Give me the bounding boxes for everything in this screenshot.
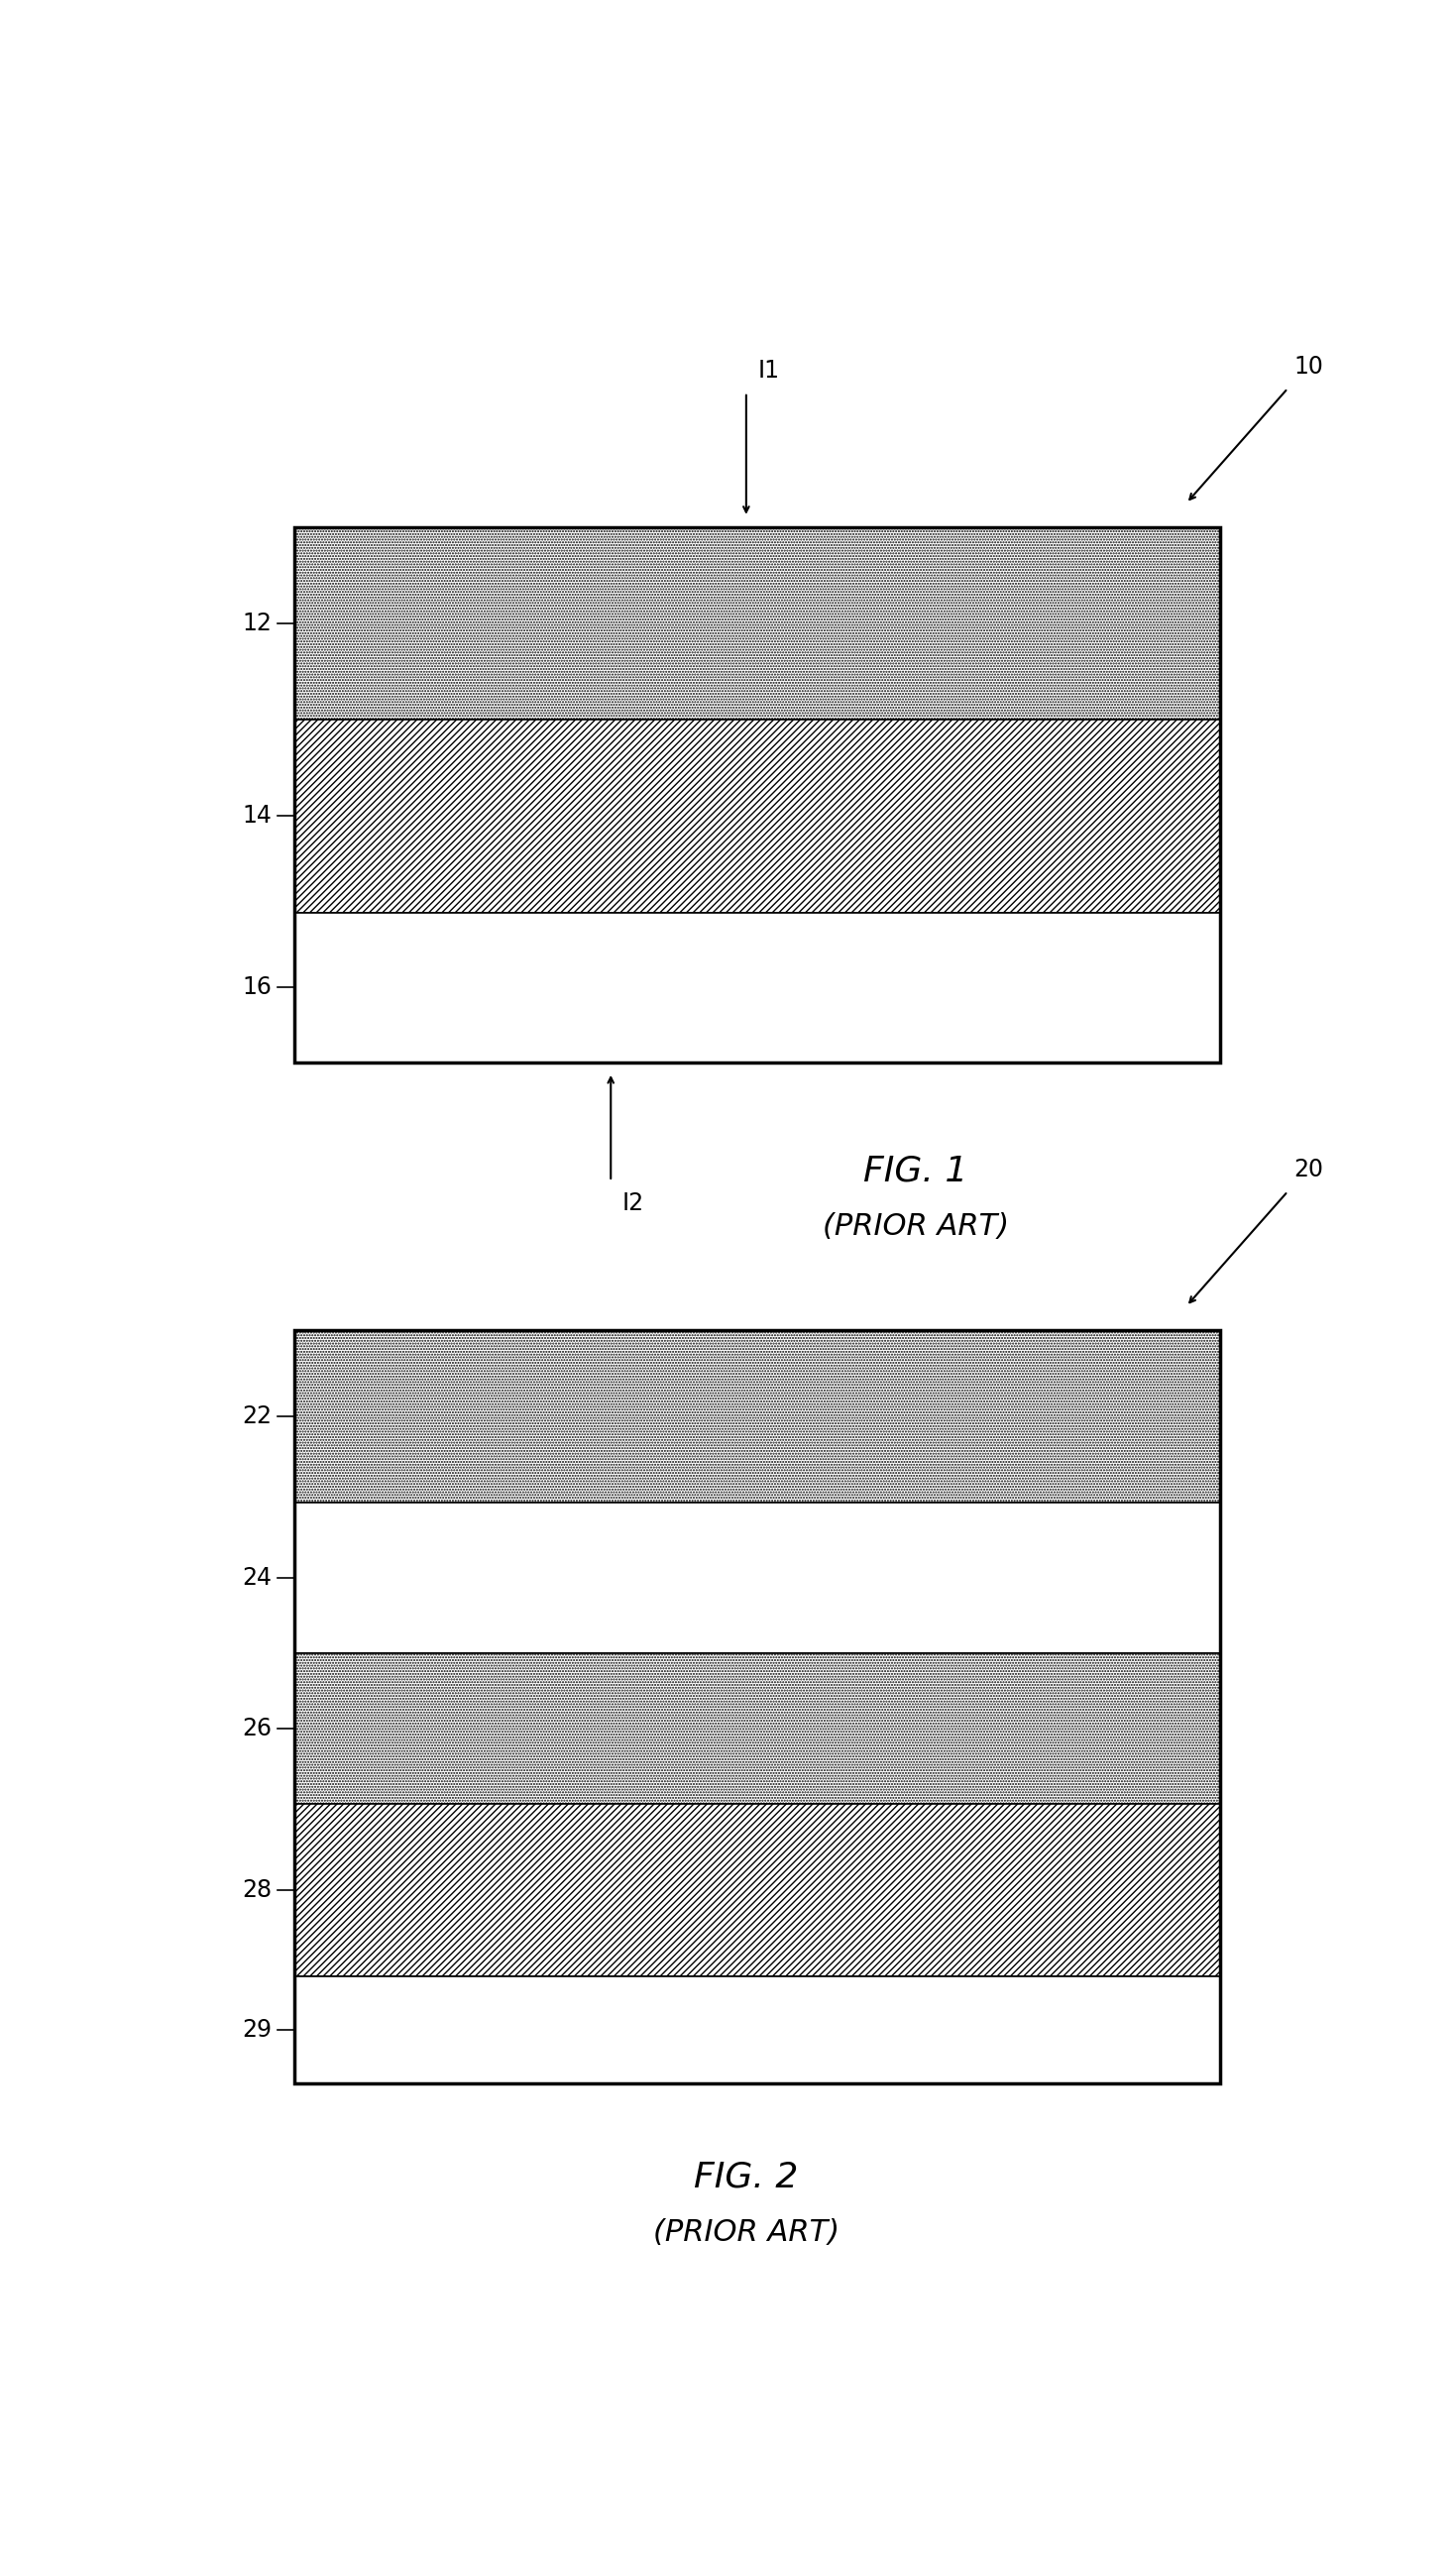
Text: FIG. 1: FIG. 1 [863,1154,968,1187]
Text: 22: 22 [243,1403,272,1429]
Text: (PRIOR ART): (PRIOR ART) [652,2217,840,2245]
Text: 20: 20 [1293,1159,1324,1182]
Bar [294,1975,1220,2083]
Bar [294,1653,1220,1802]
Text: I1: I1 [757,358,779,381]
Text: 10: 10 [1293,355,1324,379]
Bar [294,528,1220,1063]
Text: I2: I2 [622,1192,644,1215]
Text: 12: 12 [243,613,272,636]
Text: 24: 24 [243,1566,272,1589]
Text: FIG. 2: FIG. 2 [695,2160,798,2194]
Bar [294,1802,1220,1975]
Bar [294,1331,1220,2083]
Text: 26: 26 [243,1718,272,1741]
Bar [294,1501,1220,1653]
Bar [294,912,1220,1063]
Bar [294,528,1220,721]
Bar [294,721,1220,912]
Text: 14: 14 [243,803,272,829]
Text: 28: 28 [242,1877,272,1903]
Bar [294,1331,1220,1501]
Text: 29: 29 [243,2019,272,2042]
Text: (PRIOR ART): (PRIOR ART) [823,1213,1009,1241]
Text: 16: 16 [243,976,272,999]
